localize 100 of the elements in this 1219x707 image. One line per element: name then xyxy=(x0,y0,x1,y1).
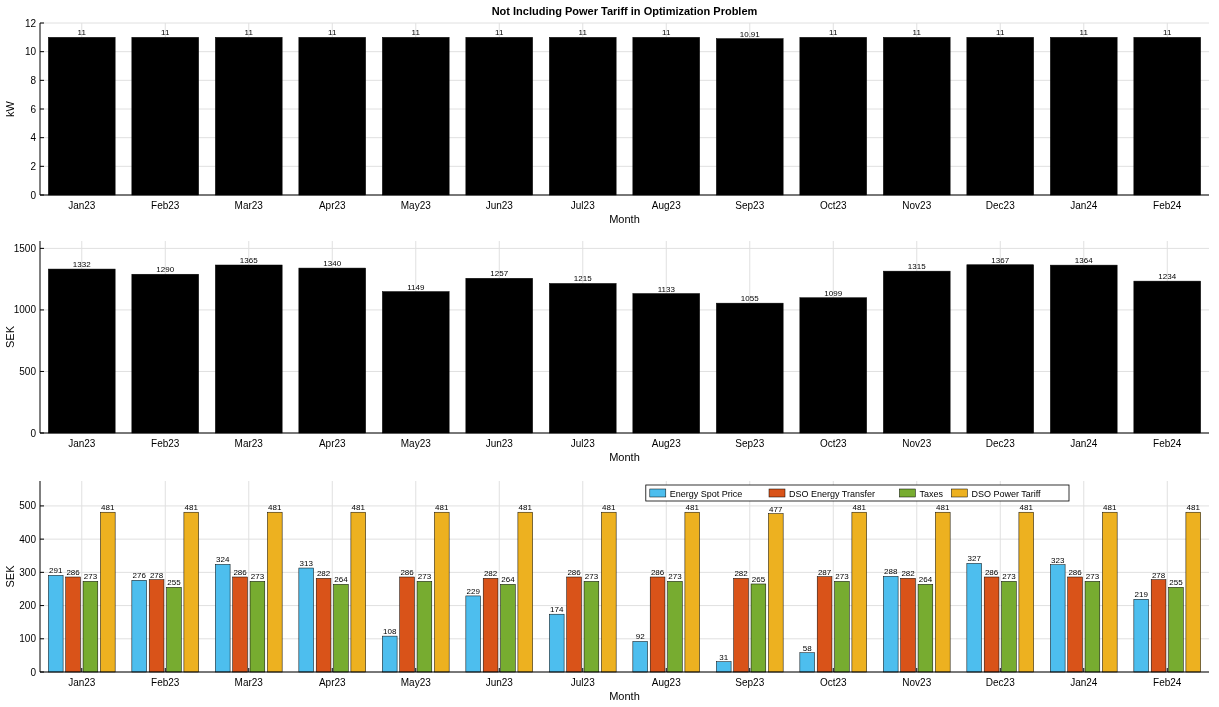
data-label: 481 xyxy=(1103,503,1117,513)
data-label: 477 xyxy=(769,504,783,514)
data-label: 1340 xyxy=(323,259,342,269)
legend-label: DSO Energy Transfer xyxy=(789,488,876,499)
data-label: 11 xyxy=(578,28,588,38)
y-tick-label: 10 xyxy=(24,46,37,58)
data-label: 273 xyxy=(584,572,599,582)
data-label: 481 xyxy=(351,503,366,513)
x-tick-label: Jun23 xyxy=(485,438,514,449)
data-label: 1133 xyxy=(657,284,676,294)
data-label: 273 xyxy=(668,572,683,582)
x-tick-label: Aug23 xyxy=(651,677,682,688)
x-tick-label: Nov23 xyxy=(902,200,932,211)
x-tick-label: Nov23 xyxy=(902,677,932,688)
x-tick-label: Jan23 xyxy=(68,200,96,211)
data-label: 11 xyxy=(495,28,504,38)
data-label: 219 xyxy=(1134,590,1149,600)
y-tick-label: 1500 xyxy=(13,242,37,254)
x-tick-label: Jan24 xyxy=(1070,438,1098,449)
data-label: 273 xyxy=(250,572,265,582)
data-label: 481 xyxy=(852,503,867,513)
x-tick-label: Feb23 xyxy=(151,200,180,211)
data-label: 273 xyxy=(83,572,98,582)
data-label: 286 xyxy=(400,568,415,577)
x-tick-label: Aug23 xyxy=(651,200,682,211)
data-label: 324 xyxy=(216,555,230,565)
data-label: 291 xyxy=(49,566,63,576)
data-label: 273 xyxy=(1002,572,1017,582)
y-tick-label: 6 xyxy=(30,103,37,115)
data-label: 255 xyxy=(167,578,182,588)
data-label: 264 xyxy=(501,575,516,585)
y-tick-label: 1000 xyxy=(13,304,37,316)
data-label: 11 xyxy=(328,28,337,38)
data-label: 11 xyxy=(411,28,421,38)
data-label: 286 xyxy=(567,568,582,577)
y-tick-label: 2 xyxy=(30,160,37,172)
x-axis-title: Month xyxy=(609,690,640,702)
data-label: 481 xyxy=(268,503,282,513)
data-label: 286 xyxy=(233,568,248,577)
data-label: 286 xyxy=(66,568,81,577)
data-label: 273 xyxy=(835,572,850,582)
data-label: 255 xyxy=(1169,578,1184,588)
x-tick-label: Apr23 xyxy=(318,677,347,688)
x-tick-label: Oct23 xyxy=(819,200,848,211)
data-label: 11 xyxy=(912,28,922,38)
data-label: 278 xyxy=(149,570,164,580)
legend-label: Taxes xyxy=(919,488,944,499)
data-label: 11 xyxy=(1079,28,1089,38)
x-tick-label: Sep23 xyxy=(735,677,765,688)
data-label: 108 xyxy=(383,627,397,637)
data-label: 11 xyxy=(77,28,87,38)
data-label: 1215 xyxy=(573,274,593,284)
x-tick-label: Nov23 xyxy=(902,438,932,449)
data-label: 481 xyxy=(602,503,616,513)
data-label: 276 xyxy=(132,571,147,581)
data-label: 323 xyxy=(1051,555,1065,565)
data-label: 264 xyxy=(334,575,349,585)
x-tick-label: Dec23 xyxy=(985,677,1016,688)
x-tick-label: Mar23 xyxy=(234,438,264,449)
data-label: 11 xyxy=(996,28,1005,38)
x-tick-label: Feb24 xyxy=(1153,677,1182,688)
data-label: 282 xyxy=(901,569,916,579)
data-label: 92 xyxy=(635,632,646,642)
data-label: 481 xyxy=(101,503,115,513)
data-label: 11 xyxy=(829,28,838,38)
y-axis-title: SEK xyxy=(4,564,16,588)
data-label: 1234 xyxy=(1158,272,1177,282)
data-label: 1365 xyxy=(239,256,259,265)
data-label: 1364 xyxy=(1074,256,1094,266)
data-label: 1257 xyxy=(490,269,509,279)
x-tick-label: May23 xyxy=(400,438,432,449)
data-label: 31 xyxy=(719,652,729,662)
legend-label: Energy Spot Price xyxy=(669,488,743,499)
data-label: 282 xyxy=(483,569,498,579)
data-label: 11 xyxy=(662,28,671,38)
y-tick-label: 200 xyxy=(19,600,37,612)
x-tick-label: Apr23 xyxy=(318,438,347,449)
x-tick-label: Aug23 xyxy=(651,438,682,449)
x-tick-label: Feb24 xyxy=(1153,438,1182,449)
data-label: 10.91 xyxy=(739,29,761,39)
data-label: 282 xyxy=(316,569,331,579)
y-tick-label: 0 xyxy=(30,666,37,678)
y-axis-title: SEK xyxy=(4,325,16,349)
chart-title: Not Including Power Tariff in Optimization Problem xyxy=(491,5,758,17)
x-tick-label: Oct23 xyxy=(819,677,848,688)
data-label: 1149 xyxy=(407,282,425,292)
data-label: 273 xyxy=(1085,572,1100,582)
x-tick-label: Feb23 xyxy=(151,438,180,449)
data-label: 282 xyxy=(734,569,749,579)
y-tick-label: 500 xyxy=(19,365,37,377)
x-tick-label: Apr23 xyxy=(318,200,347,211)
data-label: 481 xyxy=(936,503,950,513)
data-label: 273 xyxy=(417,572,432,582)
data-label: 481 xyxy=(1019,503,1034,513)
x-tick-label: Mar23 xyxy=(234,677,264,688)
y-tick-label: 100 xyxy=(19,633,37,645)
x-tick-label: Jul23 xyxy=(570,677,596,688)
data-label: 174 xyxy=(550,605,564,615)
data-label: 286 xyxy=(984,568,999,577)
legend-label: DSO Power Tariff xyxy=(971,488,1042,499)
